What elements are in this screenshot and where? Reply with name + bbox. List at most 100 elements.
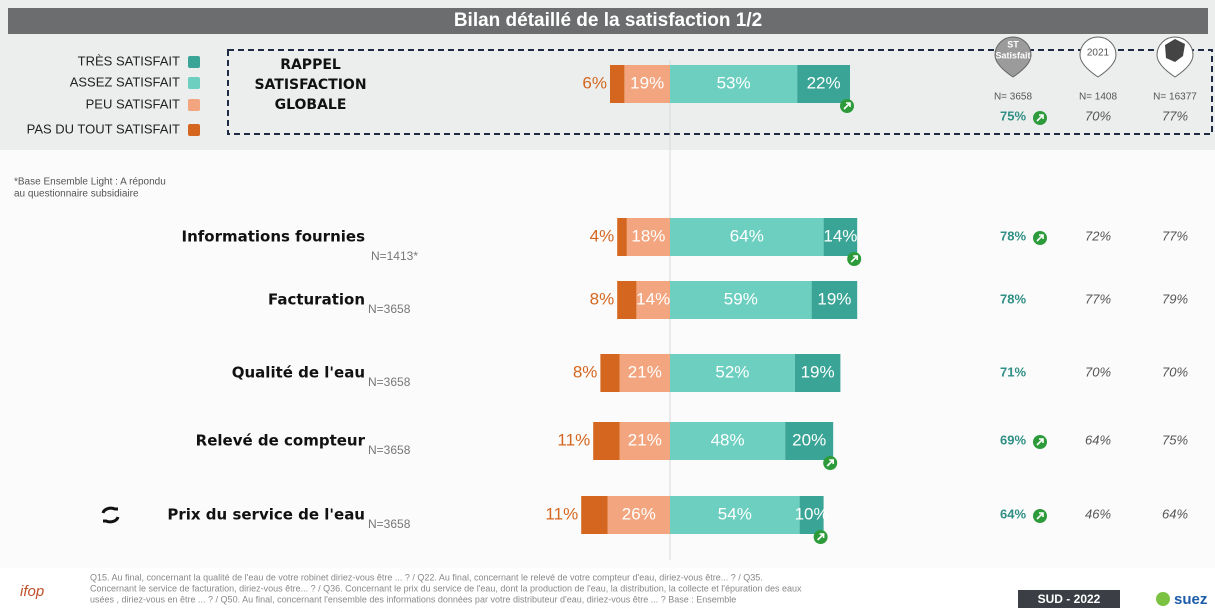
value-label: 53% bbox=[717, 73, 751, 92]
trend-up-arrow bbox=[843, 102, 851, 110]
trend-up-arrow bbox=[1036, 512, 1044, 520]
bar-segment bbox=[610, 65, 625, 103]
value-label: 11% bbox=[545, 504, 578, 523]
chart-title: Bilan détaillé de la satisfaction 1/2 bbox=[454, 10, 762, 31]
bar-segment bbox=[593, 422, 620, 460]
comparison-value: 70% bbox=[1162, 364, 1188, 379]
footnote: Q15. Au final, concernant la qualité de … bbox=[90, 572, 763, 582]
bar-segment bbox=[670, 422, 786, 460]
legend-swatch bbox=[188, 124, 200, 136]
trend-up-icon bbox=[1033, 231, 1047, 245]
comparison-value: 75% bbox=[1000, 108, 1026, 123]
recall-label-box: RAPPEL SATISFACTION GLOBALE bbox=[254, 57, 367, 113]
trend-up-arrow bbox=[850, 255, 858, 263]
legend-label: PAS DU TOUT SATISFAIT bbox=[27, 121, 180, 136]
bar-segment bbox=[670, 496, 800, 534]
trend-up-icon bbox=[847, 252, 862, 266]
value-label: 10% bbox=[795, 504, 829, 523]
legend-label: PEU SATISFAIT bbox=[86, 96, 180, 111]
column-headers bbox=[994, 36, 1194, 78]
st-pin bbox=[994, 36, 1032, 78]
comparison-value: 71% bbox=[1000, 364, 1026, 379]
region-box bbox=[1018, 590, 1120, 608]
value-label: 52% bbox=[715, 362, 749, 381]
trend-up-icon bbox=[1033, 509, 1047, 523]
footer bbox=[0, 568, 1215, 608]
n-label: N=1413* bbox=[371, 249, 418, 263]
logo-suez: suez bbox=[1174, 591, 1207, 608]
category-label: Qualité de l'eau bbox=[232, 364, 365, 382]
st-header: Satisfait bbox=[995, 50, 1030, 60]
value-label: 19% bbox=[801, 362, 835, 381]
bar-segment bbox=[785, 422, 834, 460]
bar-segment bbox=[624, 65, 670, 103]
bar-segment bbox=[607, 496, 670, 534]
legend-label: ASSEZ SATISFAIT bbox=[70, 74, 180, 89]
bar-segment bbox=[619, 354, 670, 392]
n-label: N=3658 bbox=[368, 375, 411, 389]
trend-up-arrow bbox=[817, 533, 825, 541]
value-label: 22% bbox=[807, 73, 841, 92]
trend-up-arrow bbox=[1036, 234, 1044, 242]
bar-segment bbox=[797, 65, 850, 103]
category-label: Prix du service de l'eau bbox=[167, 506, 365, 524]
value-label: 18% bbox=[631, 226, 665, 245]
comparison-value: 77% bbox=[1162, 108, 1188, 123]
footnote: Concernant le service de facturation, di… bbox=[90, 583, 802, 593]
bar-segment bbox=[823, 218, 858, 256]
recall-label: RAPPEL SATISFACTION GLOBALE bbox=[254, 57, 367, 113]
title-bar bbox=[8, 8, 1208, 34]
value-label: 8% bbox=[573, 362, 598, 381]
comparison-value: 64% bbox=[1000, 506, 1026, 521]
base-note: *Base Ensemble Light : A répondu bbox=[14, 177, 166, 188]
trend-up-icon bbox=[1033, 435, 1047, 449]
value-label: 19% bbox=[817, 289, 851, 308]
bar-segment bbox=[799, 496, 824, 534]
trend-up-arrow bbox=[826, 459, 834, 467]
refresh-icon bbox=[101, 506, 120, 524]
bar-segment bbox=[670, 354, 795, 392]
comparison-value: 78% bbox=[1000, 291, 1026, 306]
region-label: SUD - 2022 bbox=[1038, 592, 1101, 606]
logo-ifop: ifop bbox=[20, 583, 44, 600]
bar-segment bbox=[581, 496, 608, 534]
value-label: 20% bbox=[792, 430, 826, 449]
comparison-value: 77% bbox=[1162, 228, 1188, 243]
comparison-n: N= 1408 bbox=[1079, 92, 1118, 103]
comparison-value: 75% bbox=[1162, 432, 1188, 447]
value-label: 54% bbox=[718, 504, 752, 523]
trend-up-icon bbox=[840, 99, 854, 113]
trend-up-arrow bbox=[1036, 438, 1044, 446]
st-header: ST bbox=[1007, 39, 1019, 49]
comparison-value: 70% bbox=[1085, 364, 1111, 379]
comparison-value: 69% bbox=[1000, 432, 1026, 447]
n-label: N=3658 bbox=[368, 517, 411, 531]
bar-segment bbox=[811, 281, 858, 319]
value-label: 14% bbox=[636, 289, 670, 308]
category-label: Relevé de compteur bbox=[196, 432, 366, 450]
recall-box bbox=[227, 49, 1213, 135]
year-pin bbox=[1079, 36, 1117, 78]
bar-segment bbox=[600, 354, 620, 392]
bar-segment bbox=[670, 65, 798, 103]
comparison-value: 64% bbox=[1162, 506, 1188, 521]
comparison-value: 78% bbox=[1000, 228, 1026, 243]
value-label: 6% bbox=[582, 73, 607, 92]
comparison-n: N= 3658 bbox=[994, 92, 1033, 103]
bar-segment bbox=[626, 218, 670, 256]
bar-segment bbox=[670, 281, 812, 319]
n-label: N=3658 bbox=[368, 302, 411, 316]
n-label: N=3658 bbox=[368, 443, 411, 457]
france-icon bbox=[1165, 39, 1185, 62]
comparison-value: 64% bbox=[1085, 432, 1111, 447]
logo-suez-mark bbox=[1156, 592, 1170, 606]
trend-up-icon bbox=[823, 456, 838, 470]
value-label: 8% bbox=[590, 289, 615, 308]
value-label: 14% bbox=[823, 226, 857, 245]
category-label: Informations fournies bbox=[181, 228, 365, 246]
value-label: 21% bbox=[628, 430, 662, 449]
legend-swatch bbox=[188, 99, 200, 111]
category-label: Facturation bbox=[268, 291, 365, 309]
value-label: 4% bbox=[590, 226, 615, 245]
comparison-value: 46% bbox=[1085, 506, 1111, 521]
